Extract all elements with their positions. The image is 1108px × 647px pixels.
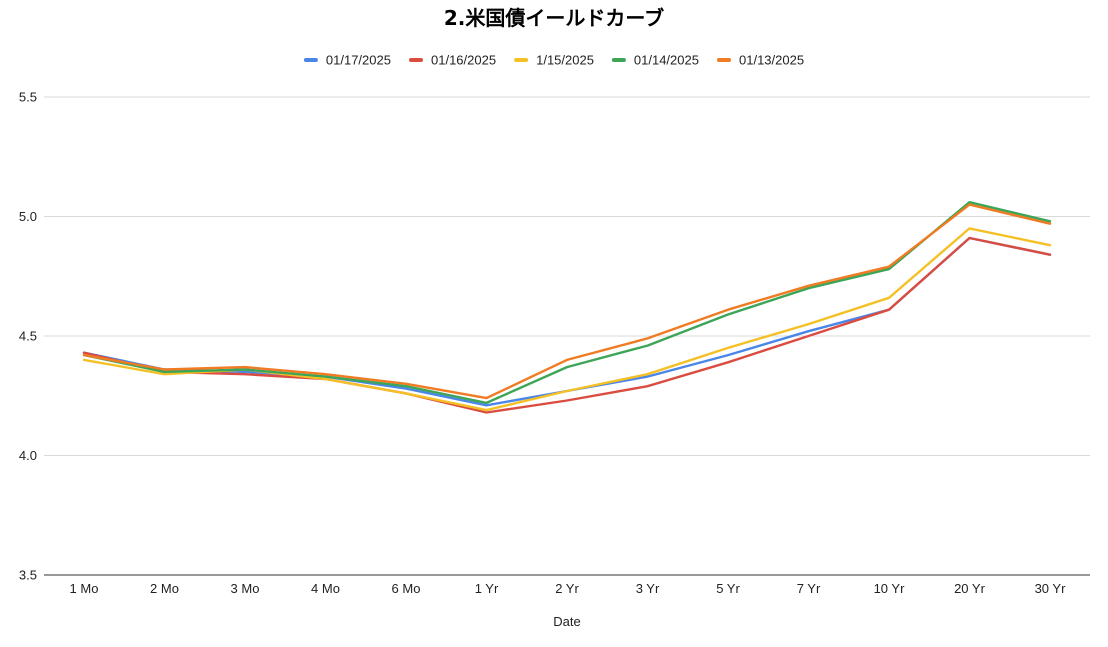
chart-series-lines — [82, 200, 1052, 414]
chart-title: 2.米国債イールドカーブ — [444, 6, 664, 30]
legend-swatch — [303, 58, 318, 62]
legend-label: 01/14/2025 — [634, 53, 699, 68]
x-tick-label: 2 Mo — [150, 581, 179, 596]
series-line-3 — [82, 200, 1052, 405]
y-axis-tick-labels: 3.5 4.0 4.5 5.0 5.5 — [19, 90, 37, 583]
x-axis-title: Date — [553, 614, 580, 629]
y-tick-label: 5.0 — [19, 209, 37, 224]
legend-item[interactable]: 1/15/2025 — [514, 53, 594, 68]
legend-item[interactable]: 01/14/2025 — [611, 53, 699, 68]
y-tick-label: 5.5 — [19, 90, 37, 105]
x-tick-label: 3 Yr — [636, 581, 660, 596]
legend-label: 01/13/2025 — [739, 53, 804, 68]
x-tick-label: 30 Yr — [1035, 581, 1067, 596]
legend-swatch — [409, 58, 423, 62]
legend-item[interactable]: 01/13/2025 — [717, 53, 804, 68]
legend-label: 01/16/2025 — [431, 53, 496, 68]
chart-legend: 01/17/2025 01/16/2025 1/15/2025 01/14/2025 0… — [303, 53, 804, 68]
x-tick-label: 1 Mo — [70, 581, 99, 596]
legend-item[interactable]: 01/17/2025 — [303, 53, 391, 68]
x-tick-label: 7 Yr — [797, 581, 821, 596]
x-tick-label: 2 Yr — [555, 581, 579, 596]
x-tick-label: 4 Mo — [311, 581, 340, 596]
x-tick-label: 1 Yr — [475, 581, 499, 596]
x-axis-tick-labels: 1 Mo 2 Mo 3 Mo 4 Mo 6 Mo 1 Yr 2 Yr 3 Yr 5 Yr 7 Yr… — [70, 581, 1067, 596]
legend-label: 1/15/2025 — [536, 53, 594, 68]
x-tick-label: 5 Yr — [716, 581, 740, 596]
y-tick-label: 4.0 — [19, 448, 37, 463]
x-tick-label: 6 Mo — [392, 581, 421, 596]
legend-swatch — [611, 58, 626, 62]
y-tick-label: 3.5 — [19, 568, 37, 583]
legend-swatch — [514, 58, 529, 62]
series-line-1 — [82, 236, 1052, 414]
series-line-0 — [82, 236, 1052, 407]
legend-swatch — [717, 58, 731, 62]
series-line-4 — [82, 203, 1052, 400]
y-tick-label: 4.5 — [19, 329, 37, 344]
legend-item[interactable]: 01/16/2025 — [409, 53, 496, 68]
chart-gridlines — [44, 96, 1090, 576]
legend-label: 01/17/2025 — [326, 53, 391, 68]
x-tick-label: 10 Yr — [874, 581, 906, 596]
x-tick-label: 3 Mo — [231, 581, 260, 596]
x-tick-label: 20 Yr — [954, 581, 986, 596]
